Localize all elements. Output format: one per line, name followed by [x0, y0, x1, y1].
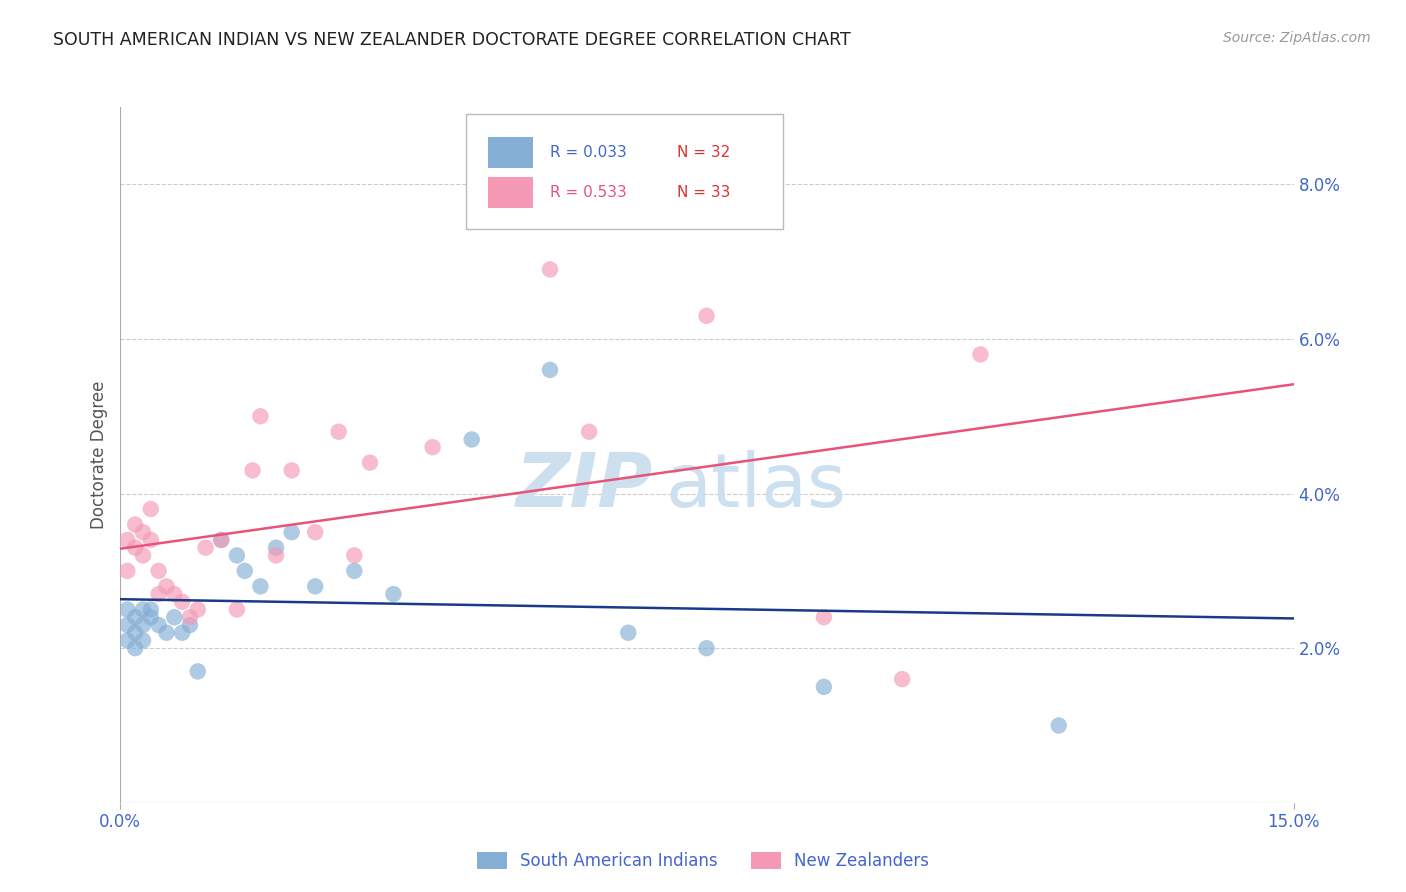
- Point: [163, 610, 186, 624]
- Y-axis label: Doctorate Degree: Doctorate Degree: [90, 381, 108, 529]
- Point: [117, 564, 139, 578]
- Point: [578, 425, 600, 439]
- Point: [209, 533, 232, 547]
- Point: [124, 641, 146, 656]
- Text: atlas: atlas: [665, 450, 846, 523]
- Point: [280, 463, 302, 477]
- Point: [225, 549, 249, 563]
- Point: [187, 665, 209, 679]
- Point: [132, 618, 155, 632]
- Point: [148, 587, 170, 601]
- Point: [139, 610, 162, 624]
- Point: [242, 463, 264, 477]
- Point: [249, 409, 271, 424]
- Point: [163, 587, 186, 601]
- Point: [1047, 718, 1070, 732]
- Point: [117, 602, 139, 616]
- Point: [382, 587, 405, 601]
- Point: [460, 433, 484, 447]
- Point: [187, 602, 209, 616]
- Point: [696, 309, 718, 323]
- FancyBboxPatch shape: [488, 137, 533, 168]
- Point: [343, 549, 366, 563]
- FancyBboxPatch shape: [488, 178, 533, 208]
- Point: [696, 641, 718, 656]
- Point: [124, 517, 146, 532]
- Point: [891, 672, 914, 686]
- Point: [538, 262, 561, 277]
- Point: [139, 602, 162, 616]
- Point: [538, 363, 561, 377]
- Point: [813, 680, 835, 694]
- Text: N = 32: N = 32: [678, 145, 730, 160]
- Point: [209, 533, 232, 547]
- FancyBboxPatch shape: [465, 114, 783, 229]
- Point: [280, 525, 302, 540]
- Text: Source: ZipAtlas.com: Source: ZipAtlas.com: [1223, 31, 1371, 45]
- Text: SOUTH AMERICAN INDIAN VS NEW ZEALANDER DOCTORATE DEGREE CORRELATION CHART: SOUTH AMERICAN INDIAN VS NEW ZEALANDER D…: [53, 31, 851, 49]
- Point: [249, 579, 271, 593]
- Point: [264, 549, 287, 563]
- Point: [155, 579, 177, 593]
- Point: [969, 347, 991, 361]
- Text: R = 0.033: R = 0.033: [550, 145, 627, 160]
- Point: [117, 633, 139, 648]
- Point: [132, 525, 155, 540]
- Point: [179, 618, 201, 632]
- Point: [194, 541, 217, 555]
- Point: [233, 564, 256, 578]
- Point: [617, 625, 640, 640]
- Point: [132, 549, 155, 563]
- Point: [124, 541, 146, 555]
- Point: [124, 625, 146, 640]
- Legend: South American Indians, New Zealanders: South American Indians, New Zealanders: [470, 845, 936, 877]
- Point: [148, 618, 170, 632]
- Text: N = 33: N = 33: [678, 186, 731, 200]
- Point: [328, 425, 350, 439]
- Point: [124, 610, 146, 624]
- Point: [225, 602, 249, 616]
- Point: [148, 564, 170, 578]
- Point: [813, 610, 835, 624]
- Point: [132, 633, 155, 648]
- Point: [139, 533, 162, 547]
- Point: [179, 610, 201, 624]
- Point: [422, 440, 444, 454]
- Point: [264, 541, 287, 555]
- Text: ZIP: ZIP: [516, 450, 654, 523]
- Point: [304, 579, 326, 593]
- Point: [117, 618, 139, 632]
- Point: [172, 625, 194, 640]
- Point: [343, 564, 366, 578]
- Point: [132, 602, 155, 616]
- Point: [172, 595, 194, 609]
- Point: [155, 625, 177, 640]
- Point: [359, 456, 381, 470]
- Point: [117, 533, 139, 547]
- Point: [139, 502, 162, 516]
- Text: R = 0.533: R = 0.533: [550, 186, 627, 200]
- Point: [304, 525, 326, 540]
